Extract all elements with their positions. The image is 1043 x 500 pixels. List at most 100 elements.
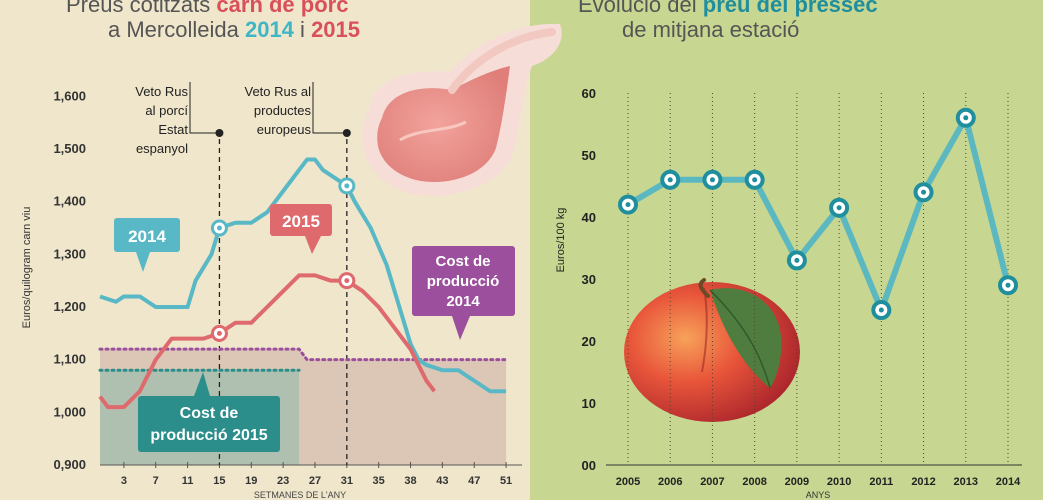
- event-dot: [215, 129, 224, 137]
- x-tick-label: 23: [277, 475, 289, 487]
- pork-title-conj: i: [300, 17, 305, 42]
- pork-subtitle-text: a Mercolleida: [108, 17, 239, 42]
- event-annotation-text: Veto Rus al: [245, 84, 312, 99]
- x-tick-label: 2010: [827, 476, 851, 488]
- x-tick-label: 15: [213, 475, 225, 487]
- peach-subtitle-text: de mitjana estació: [622, 17, 800, 42]
- x-tick-label: 35: [373, 475, 385, 487]
- peach-price-marker-dot: [794, 257, 800, 263]
- callout-2014-box: [114, 218, 180, 252]
- y-tick-label: 30: [582, 272, 596, 287]
- callout-2015-box: [270, 204, 332, 236]
- callout-cost-2015: Cost de producció 2015: [138, 372, 280, 452]
- x-tick-label: 19: [245, 475, 257, 487]
- x-tick-label: 2011: [869, 476, 893, 488]
- series-line-2015: [98, 273, 437, 410]
- callout-2014-text: 2014: [128, 227, 166, 246]
- pork-title-line2: a Mercolleida 2014 i 2015: [108, 17, 360, 43]
- callout-cost-2015-pointer: [194, 372, 210, 396]
- pork-title-year-2014: 2014: [244, 17, 294, 42]
- y-tick-label: 10: [582, 396, 596, 411]
- callout-2015-pointer: [305, 236, 321, 254]
- event-leader: [312, 82, 347, 134]
- peach-price-marker-dot: [667, 177, 673, 183]
- pork-chart: 0,900 1,000 1,100 1,200 1,300 1,400 1,500 1,600…: [21, 82, 522, 500]
- cost-line-0: [98, 347, 508, 362]
- y-tick-label: 50: [582, 148, 596, 163]
- x-tick-label: 2014: [996, 476, 1021, 488]
- callout-cost-2015-text: producció 2015: [150, 427, 267, 444]
- x-tick-label: 2006: [658, 476, 682, 488]
- peach-title-highlight: preu del préssec: [702, 0, 878, 17]
- y-tick-label: 1,600: [53, 88, 86, 103]
- series-marker-dot: [344, 278, 350, 284]
- peach-price-marker-dot: [836, 205, 842, 211]
- x-tick-label: 2008: [742, 476, 766, 488]
- event-dot: [342, 129, 351, 137]
- pork-title-line1: Preus cotitzats carn de porc: [66, 0, 348, 18]
- series-line-2014: [99, 157, 507, 394]
- callout-2014-pointer: [136, 252, 150, 272]
- x-tick-label: 2005: [616, 476, 640, 488]
- y-axis-label: Euros/100 kg: [555, 208, 567, 273]
- x-tick-label: 47: [468, 475, 480, 487]
- peach-title-text: Evolució del: [578, 0, 697, 17]
- event-annotation-text: Veto Rus: [135, 84, 188, 99]
- peach-illustration: [624, 278, 800, 422]
- callout-cost-2015-text: Cost de: [180, 405, 239, 422]
- x-tick-label: 2013: [954, 476, 978, 488]
- event-annotation-text: productes: [254, 103, 312, 118]
- x-tick-label: 2007: [700, 476, 724, 488]
- x-tick-label: 31: [341, 475, 353, 487]
- y-tick-label: 1,000: [53, 404, 86, 419]
- event-leader: [189, 82, 220, 134]
- series-marker-dot: [216, 330, 222, 336]
- callout-cost-2014-text: Cost de: [435, 253, 490, 270]
- peach-title-line2: de mitjana estació: [622, 17, 799, 43]
- series-marker-dot: [216, 225, 222, 231]
- peach-chart: 00 10 20 30 40 50 60 Euros/100 kg 2005 2006 2007 20…: [555, 86, 1022, 500]
- y-tick-label: 00: [582, 458, 596, 473]
- callout-cost-2014-box: [412, 246, 515, 316]
- event-annotation-text: europeus: [257, 122, 312, 137]
- peach-price-marker-dot: [963, 115, 969, 121]
- x-tick-label: 7: [153, 475, 159, 487]
- event-annotation-text: al porcí: [145, 103, 188, 118]
- y-tick-label: 1,300: [53, 246, 86, 261]
- x-tick-label: 2012: [911, 476, 935, 488]
- peach-price-panel: [530, 0, 1043, 500]
- y-tick-label: 20: [582, 334, 596, 349]
- pork-chop-illustration: [362, 23, 562, 197]
- series-marker-dot: [344, 183, 350, 189]
- y-tick-label: 0,900: [53, 457, 86, 472]
- callout-cost-2015-box: [138, 396, 280, 452]
- peach-price-marker-dot: [1005, 282, 1011, 288]
- x-tick-label: 27: [309, 475, 321, 487]
- callout-cost-2014: Cost de producció 2014: [412, 246, 515, 340]
- y-tick-label: 1,500: [53, 141, 86, 156]
- callout-cost-2014-pointer: [452, 316, 470, 340]
- callout-2015: 2015: [270, 204, 332, 254]
- y-axis-label: Euros/quilogram carn viu: [21, 207, 33, 329]
- callout-2015-text: 2015: [282, 212, 320, 231]
- peach-price-marker-dot: [709, 177, 715, 183]
- y-tick-label: 60: [582, 86, 596, 101]
- x-tick-label: 11: [182, 475, 194, 487]
- x-axis-label: ANYS: [806, 490, 831, 500]
- x-tick-label: 3: [121, 475, 127, 487]
- peach-price-marker-dot: [921, 189, 927, 195]
- event-annotation-text: Estat: [158, 122, 188, 137]
- peach-price-marker-dot: [625, 202, 631, 208]
- pork-title-highlight: carn de porc: [216, 0, 349, 17]
- x-axis-label: SETMANES DE L'ANY: [254, 490, 346, 500]
- callout-2014: 2014: [114, 218, 180, 272]
- x-tick-label: 43: [436, 475, 448, 487]
- x-tick-label: 2009: [785, 476, 809, 488]
- y-tick-label: 1,200: [53, 299, 86, 314]
- x-tick-label: 38: [404, 475, 416, 487]
- peach-price-line: [626, 114, 1011, 313]
- callout-cost-2014-text: 2014: [446, 293, 480, 310]
- pork-title-text: Preus cotitzats: [66, 0, 211, 17]
